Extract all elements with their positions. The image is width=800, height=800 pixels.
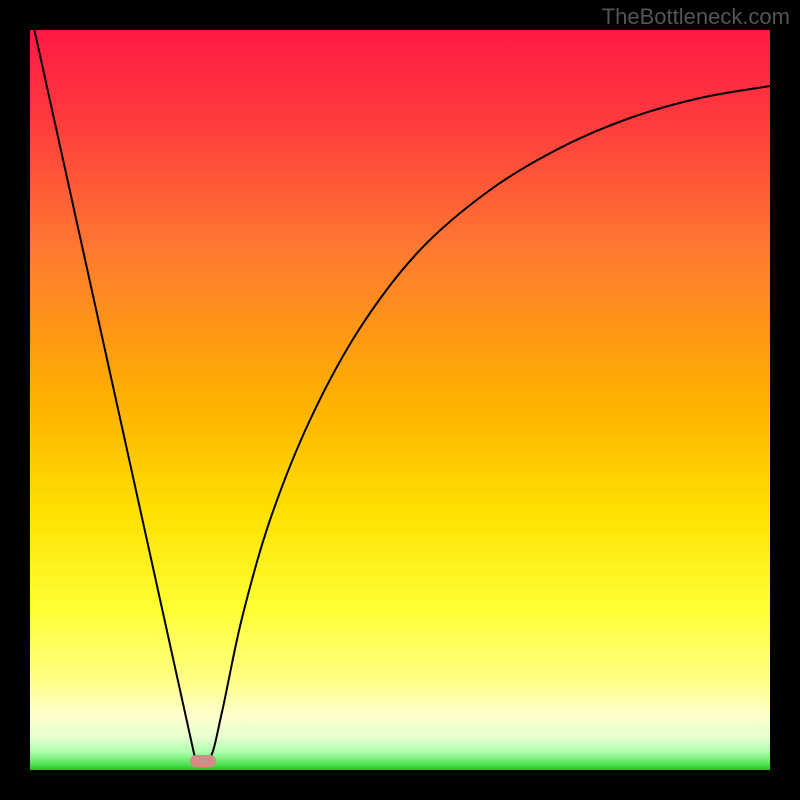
minimum-marker bbox=[190, 755, 216, 767]
watermark-text: TheBottleneck.com bbox=[602, 4, 790, 30]
chart-svg bbox=[0, 0, 800, 800]
bottleneck-chart: TheBottleneck.com bbox=[0, 0, 800, 800]
plot-background bbox=[30, 30, 770, 770]
